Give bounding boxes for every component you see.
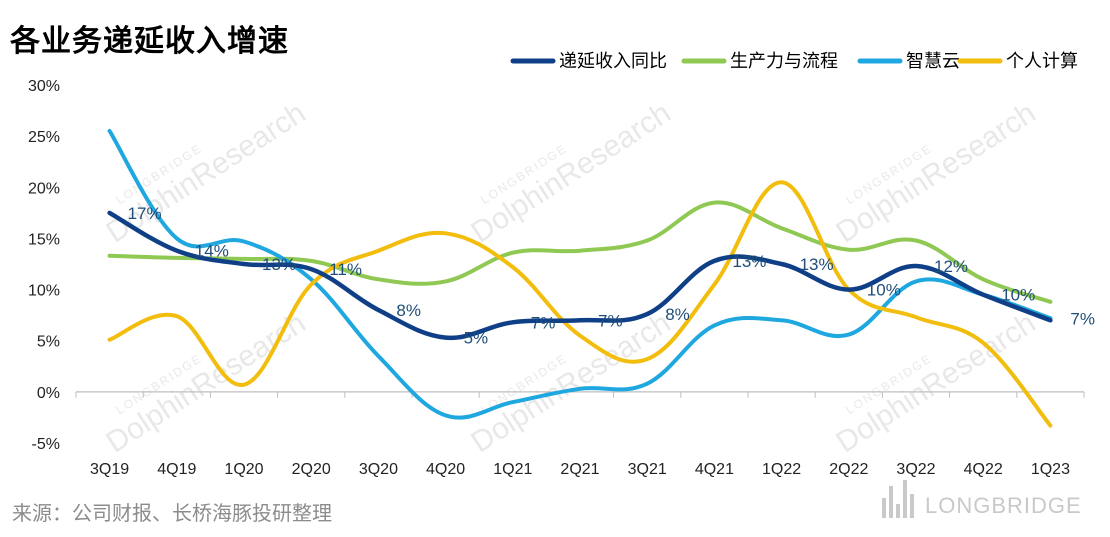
longbridge-logo: LONGBRIDGE bbox=[882, 480, 1082, 518]
series-line-2 bbox=[107, 200, 1053, 304]
y-tick-label: 0% bbox=[37, 385, 60, 402]
data-label: 10% bbox=[867, 281, 901, 300]
y-tick-label: -5% bbox=[32, 436, 60, 453]
x-tick-label: 4Q19 bbox=[157, 461, 196, 478]
data-label: 7% bbox=[598, 311, 623, 330]
data-label: 13% bbox=[262, 255, 296, 274]
series-line-3 bbox=[107, 129, 1053, 420]
data-labels: 17% 14% 13% 11% 8% 5% 7% 7% 8% 13% 13% 10% 12% 10% 7% bbox=[128, 204, 1095, 348]
data-label: 12% bbox=[934, 257, 968, 276]
data-label: 8% bbox=[665, 305, 690, 324]
x-tick-label: 3Q21 bbox=[628, 461, 667, 478]
legend-label: 递延收入同比 bbox=[559, 51, 667, 72]
legend-label: 生产力与流程 bbox=[730, 51, 838, 72]
chart-title: 各业务递延收入增速 bbox=[10, 24, 289, 59]
chart-axes: -5% 0% 5% 10% 15% 20% 25% 30% 3Q19 4Q19 1Q20 2Q20 3Q… bbox=[28, 78, 1085, 478]
data-label: 13% bbox=[732, 252, 766, 271]
data-label: 5% bbox=[464, 329, 489, 348]
series-line-1 bbox=[107, 210, 1053, 341]
series-lines bbox=[107, 129, 1053, 428]
x-tick-label: 3Q22 bbox=[896, 461, 935, 478]
watermark-sub: DolphinResearch bbox=[466, 96, 677, 249]
x-tick-label: 3Q19 bbox=[90, 461, 129, 478]
x-tick-label: 1Q20 bbox=[224, 461, 263, 478]
x-tick-label: 4Q21 bbox=[695, 461, 734, 478]
y-tick-label: 5% bbox=[37, 334, 60, 351]
data-label: 11% bbox=[329, 260, 362, 279]
legend-label: 智慧云 bbox=[906, 51, 960, 72]
x-tick-label: 2Q20 bbox=[292, 461, 331, 478]
y-tick-label: 30% bbox=[28, 78, 60, 95]
x-tick-label: 2Q22 bbox=[829, 461, 868, 478]
x-tick-label: 4Q20 bbox=[426, 461, 465, 478]
watermark-sub: DolphinResearch bbox=[831, 96, 1042, 249]
x-tick-label: 1Q21 bbox=[493, 461, 532, 478]
series-line-4 bbox=[107, 180, 1053, 428]
x-tick-label: 1Q23 bbox=[1031, 461, 1070, 478]
brand-name: LONGBRIDGE bbox=[925, 493, 1082, 518]
data-label: 7% bbox=[1070, 309, 1095, 328]
y-tick-label: 20% bbox=[28, 180, 60, 197]
legend: 递延收入同比 生产力与流程 智慧云 个人计算 bbox=[510, 51, 1078, 72]
legend-label: 个人计算 bbox=[1006, 51, 1078, 72]
source-note: 来源：公司财报、长桥海豚投研整理 bbox=[12, 501, 332, 525]
x-tick-label: 1Q22 bbox=[762, 461, 801, 478]
y-tick-label: 15% bbox=[28, 231, 60, 248]
data-label: 7% bbox=[531, 313, 556, 332]
x-tick-label: 2Q21 bbox=[560, 461, 599, 478]
y-tick-label: 25% bbox=[28, 129, 60, 146]
x-tick-label: 3Q20 bbox=[359, 461, 398, 478]
data-label: 8% bbox=[396, 301, 421, 320]
data-label: 14% bbox=[195, 242, 229, 261]
x-tick-label: 4Q22 bbox=[964, 461, 1003, 478]
y-tick-label: 10% bbox=[28, 283, 60, 300]
data-label: 17% bbox=[128, 204, 162, 223]
data-label: 10% bbox=[1001, 286, 1035, 305]
data-label: 13% bbox=[800, 255, 834, 274]
